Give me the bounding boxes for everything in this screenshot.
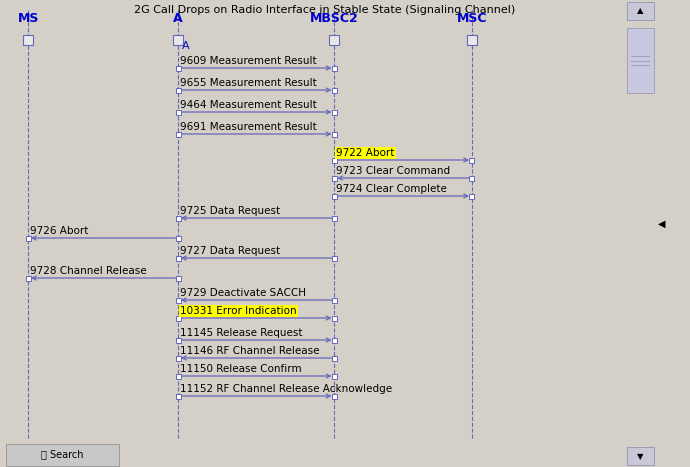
Bar xyxy=(332,297,337,303)
Bar xyxy=(469,157,475,163)
Text: 9464 Measurement Result: 9464 Measurement Result xyxy=(180,100,317,110)
Bar xyxy=(469,176,475,181)
Bar xyxy=(176,132,181,136)
Text: MS: MS xyxy=(17,12,39,24)
Bar xyxy=(176,338,181,342)
Bar xyxy=(332,87,337,92)
Bar xyxy=(6,444,119,466)
Text: A: A xyxy=(173,12,183,24)
Bar xyxy=(332,394,337,398)
Bar xyxy=(176,255,181,261)
Text: 9691 Measurement Result: 9691 Measurement Result xyxy=(180,122,317,132)
Bar xyxy=(173,35,183,45)
Text: 11150 Release Confirm: 11150 Release Confirm xyxy=(180,364,302,374)
Bar xyxy=(627,28,653,93)
Bar xyxy=(332,132,337,136)
Text: A: A xyxy=(181,41,189,51)
Bar xyxy=(176,235,181,241)
Bar xyxy=(332,215,337,220)
Bar xyxy=(332,109,337,114)
Text: MBSC2: MBSC2 xyxy=(310,12,359,24)
Text: ▼: ▼ xyxy=(637,452,643,461)
Bar xyxy=(26,276,30,281)
Text: ◀: ◀ xyxy=(658,219,665,229)
Text: 9723 Clear Command: 9723 Clear Command xyxy=(337,166,451,176)
Text: 9609 Measurement Result: 9609 Measurement Result xyxy=(180,56,317,66)
Bar xyxy=(176,65,181,71)
Bar xyxy=(332,316,337,320)
Bar xyxy=(332,338,337,342)
Text: 9726 Abort: 9726 Abort xyxy=(30,226,88,236)
Bar xyxy=(469,193,475,198)
Bar xyxy=(176,316,181,320)
Bar xyxy=(332,355,337,361)
Bar xyxy=(176,394,181,398)
Bar xyxy=(176,87,181,92)
Text: 9655 Measurement Result: 9655 Measurement Result xyxy=(180,78,317,88)
Bar xyxy=(627,447,653,465)
Text: 9725 Data Request: 9725 Data Request xyxy=(180,206,280,216)
Text: 9727 Data Request: 9727 Data Request xyxy=(180,246,280,256)
Text: 9729 Deactivate SACCH: 9729 Deactivate SACCH xyxy=(180,288,306,298)
Text: 11152 RF Channel Release Acknowledge: 11152 RF Channel Release Acknowledge xyxy=(180,384,392,394)
Bar xyxy=(176,297,181,303)
Text: 9722 Abort: 9722 Abort xyxy=(337,148,395,158)
Bar xyxy=(176,215,181,220)
Text: 🔍 Search: 🔍 Search xyxy=(41,449,83,459)
Bar xyxy=(176,109,181,114)
Bar xyxy=(176,355,181,361)
Bar xyxy=(332,157,337,163)
Bar xyxy=(176,374,181,378)
Text: 10331 Error Indication: 10331 Error Indication xyxy=(180,306,297,316)
Text: 2G Call Drops on Radio Interface in Stable State (Signaling Channel): 2G Call Drops on Radio Interface in Stab… xyxy=(134,5,515,15)
Bar xyxy=(332,255,337,261)
Bar xyxy=(176,276,181,281)
Text: MSC: MSC xyxy=(457,12,487,24)
Text: 9724 Clear Complete: 9724 Clear Complete xyxy=(337,184,447,194)
Bar xyxy=(332,193,337,198)
Bar xyxy=(467,35,477,45)
Text: 11146 RF Channel Release: 11146 RF Channel Release xyxy=(180,346,319,356)
Bar xyxy=(26,235,30,241)
Bar xyxy=(23,35,33,45)
Bar xyxy=(627,2,653,20)
Bar xyxy=(332,65,337,71)
Bar xyxy=(332,374,337,378)
Bar xyxy=(332,176,337,181)
Text: 9728 Channel Release: 9728 Channel Release xyxy=(30,266,147,276)
Text: ▲: ▲ xyxy=(637,6,643,15)
Text: 11145 Release Request: 11145 Release Request xyxy=(180,328,303,338)
Bar xyxy=(329,35,339,45)
